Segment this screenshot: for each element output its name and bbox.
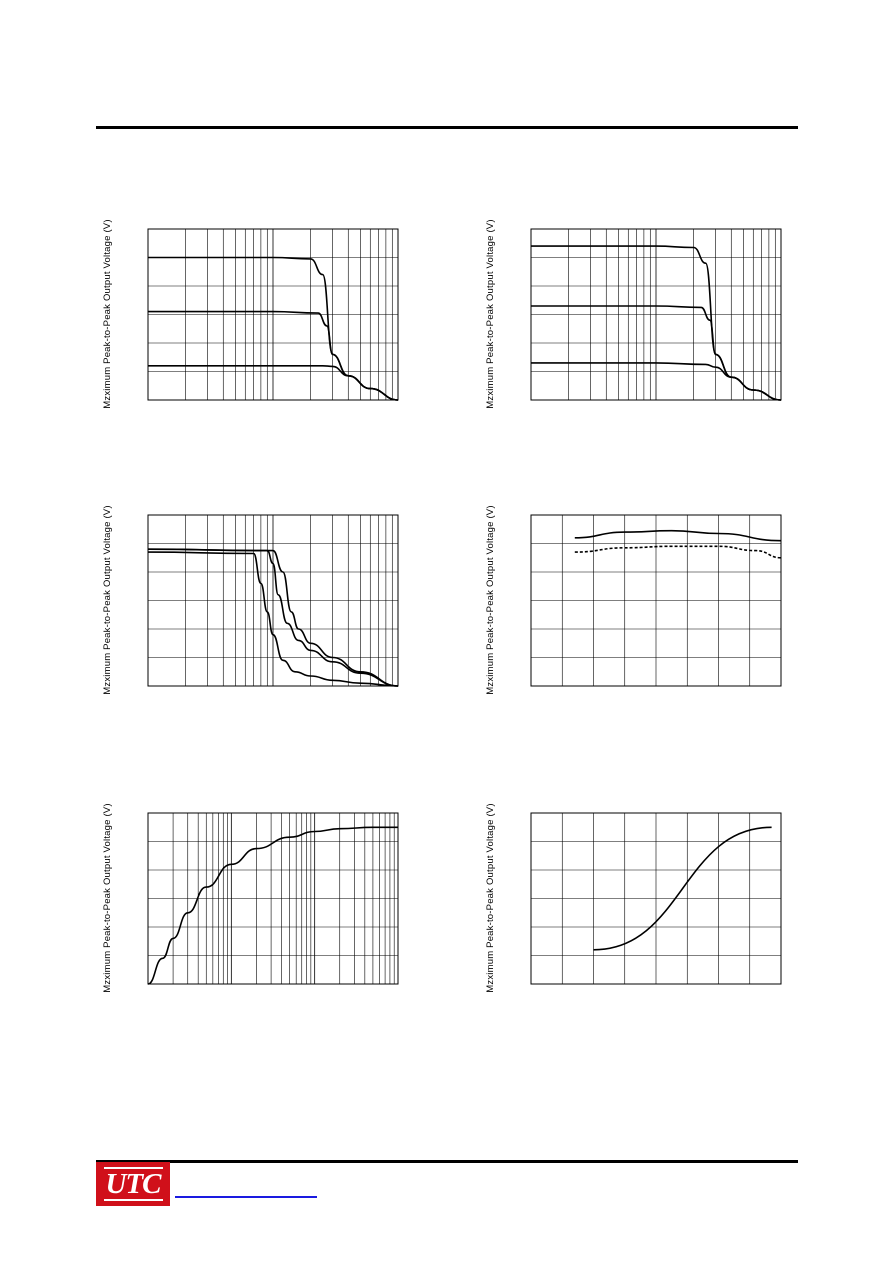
chart-3-frame [147,514,399,687]
chart-3-ylabel: Mzximum Peak-to-Peak Output Voltage (V) [102,505,113,695]
chart-2-frame [530,228,782,401]
chart-2-ylabel: Mzximum Peak-to-Peak Output Voltage (V) [485,219,496,409]
chart-5-plot [147,812,399,985]
chart-4-series-1-line [574,529,782,542]
chart-2-plot [530,228,782,401]
chart-6-plot [530,812,782,985]
footer-rule [96,1160,798,1163]
chart-6-ylabel: Mzximum Peak-to-Peak Output Voltage (V) [485,803,496,993]
chart-6 [530,812,782,985]
chart-1 [147,228,399,401]
chart-6-grid [531,813,781,984]
chart-3-series-3-line [147,551,399,687]
chart-3-series-2-line [147,548,399,687]
chart-3-series-1-line [147,548,399,687]
chart-6-frame [530,812,782,985]
chart-1-ylabel: Mzximum Peak-to-Peak Output Voltage (V) [102,219,113,409]
chart-4-ylabel: Mzximum Peak-to-Peak Output Voltage (V) [485,505,496,695]
footer-link-underline[interactable] [175,1196,317,1198]
chart-3-plot [147,514,399,687]
chart-1-grid [148,229,398,400]
utc-logo: UTC [96,1162,170,1206]
chart-1-frame [147,228,399,401]
chart-2-grid [531,229,781,400]
chart-5-ylabel: Mzximum Peak-to-Peak Output Voltage (V) [102,803,113,993]
chart-2 [530,228,782,401]
chart-3 [147,514,399,687]
chart-2-series-3-line [531,362,782,401]
chart-5-series-1-line [147,826,398,985]
chart-4-plot [530,514,782,687]
chart-5-grid [148,813,398,984]
chart-5-frame [147,812,399,985]
chart-1-series-3-line [148,365,399,401]
chart-4-frame [530,514,782,687]
chart-4 [530,514,782,687]
chart-5 [147,812,399,985]
chart-3-grid [148,515,398,686]
chart-4-series-2-line [574,545,782,559]
header-rule [96,126,798,129]
chart-1-plot [147,228,399,401]
utc-logo-text: UTC [103,1167,163,1201]
chart-4-grid [531,515,781,686]
chart-6-series-1-line [593,826,772,951]
